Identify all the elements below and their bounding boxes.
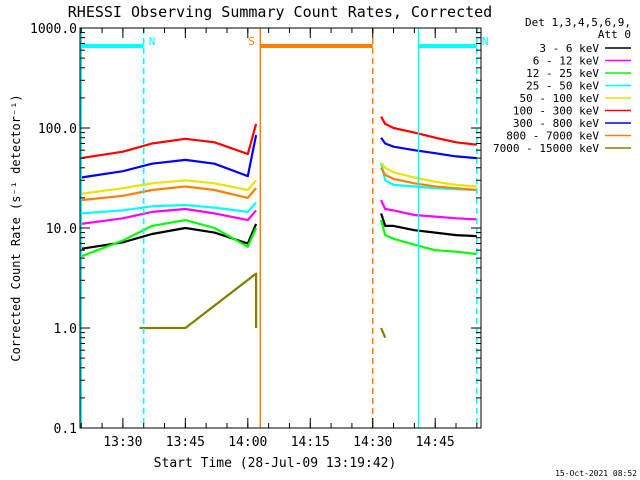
series-line-8 [81,167,477,202]
attenuator-bar-label: N [149,35,156,48]
legend-label: 300 - 800 keV [513,117,599,130]
x-tick-label: 14:15 [291,435,330,450]
legend-label: 800 - 7000 keV [506,130,599,143]
x-tick-label: 13:45 [166,435,205,450]
series-line-2 [81,199,477,225]
series-layer [80,116,477,339]
legend-label: 25 - 50 keV [526,80,599,93]
series-line-5 [81,162,477,195]
series-line-7 [81,134,477,179]
y-tick-label: 1000.0 [30,22,77,37]
timestamp: 15-Oct-2021 08:52 [555,469,637,478]
legend-header-line-2: Att 0 [598,28,631,41]
tick-layer: 0.1 1.0 10.0 100.0 1000.0 13:30 13:45 14:00 14:1… [30,22,481,450]
series-line-3 [80,219,477,258]
y-tick-label: 10.0 [46,222,77,237]
x-tick-label: 13:30 [103,435,142,450]
legend-label: 100 - 300 keV [513,105,599,118]
y-tick-label: 1.0 [54,322,77,337]
legend-label: 50 - 100 keV [520,92,600,105]
legend-label: 12 - 25 keV [526,67,599,80]
legend-label: 6 - 12 keV [533,55,600,68]
legend-label: 7000 - 15000 keV [493,142,599,155]
x-axis-label: Start Time (28-Jul-09 13:19:42) [154,456,397,471]
attenuator-bar-label: S [248,35,255,48]
series-line-9 [139,272,387,339]
x-tick-label: 14:30 [353,435,392,450]
x-tick-label: 14:00 [228,435,267,450]
y-tick-label: 0.1 [54,422,77,437]
series-line-1 [81,213,477,250]
x-tick-label: 14:45 [416,435,455,450]
y-axis-label: Corrected Count Rate (s⁻¹ detector⁻¹) [9,94,23,361]
chart-title: RHESSI Observing Summary Count Rates, Co… [68,3,492,21]
series-line-6 [81,116,477,160]
legend-header-line-1: Det 1,3,4,5,6,9, [525,16,631,29]
attenuator-bar-label: N [482,35,489,48]
legend-label: 3 - 6 keV [539,42,599,55]
y-tick-label: 100.0 [38,122,77,137]
